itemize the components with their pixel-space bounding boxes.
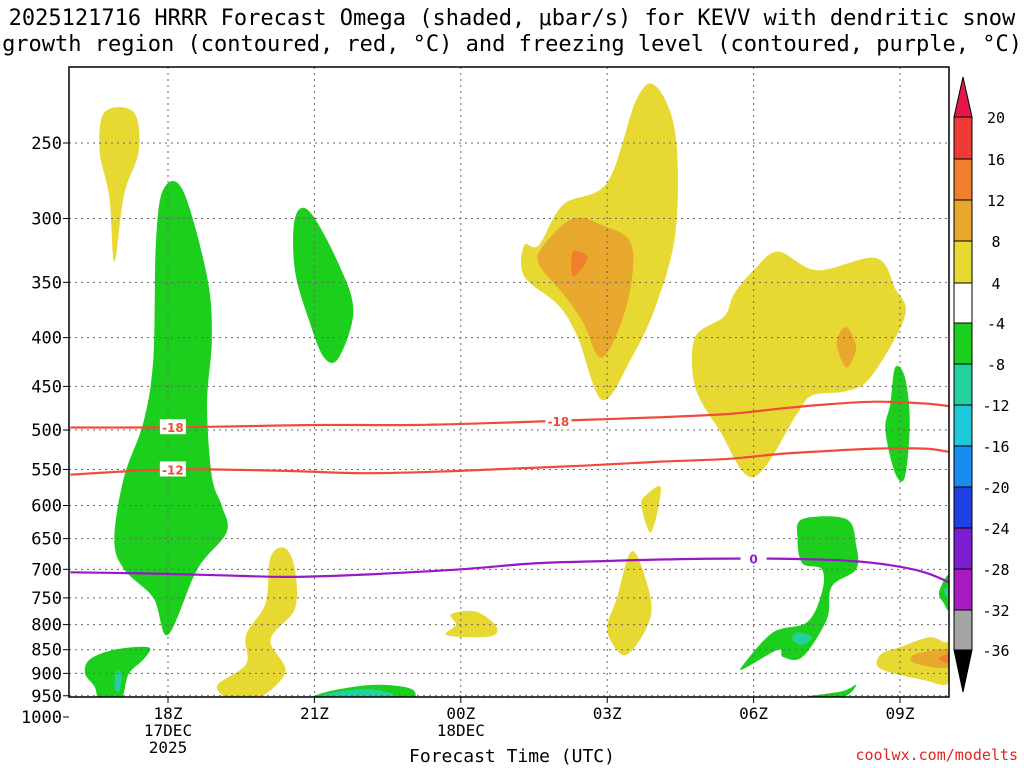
colorbar-top-arrow [953,76,973,118]
omega-region-5 [293,207,354,363]
contour-label-1: -18 [548,415,570,429]
colorbar-segment-9 [953,486,973,529]
colorbar-segment-11 [953,568,973,611]
omega-region-22 [114,670,122,692]
colorbar-label-4: 4 [991,275,1000,293]
contour-label-bg-1 [545,412,572,428]
y-tick-label-700: 700 [31,560,62,580]
omega-region-24 [318,689,398,697]
x-tick-label-03Z-0: 03Z [593,704,622,723]
colorbar-segment-6 [953,363,973,406]
y-tick-label-750: 750 [31,589,62,609]
y-tick-label-850: 850 [31,641,62,661]
colorbar-label-10: -24 [982,520,1009,538]
colorbar-label-12: -32 [982,602,1009,620]
omega-region-7 [836,327,857,368]
contour-label-2: -12 [162,463,184,477]
x-tick-label-00Z-0: 00Z [446,704,475,723]
colorbar-label-9: -20 [982,479,1009,497]
x-tick-label-18Z-0: 18Z [154,704,183,723]
contour-freezing-0 [70,557,949,584]
colorbar-segment-1 [953,158,973,201]
colorbar-label-11: -28 [982,561,1009,579]
x-tick-label-00Z-1: 18DEC [437,721,485,740]
contour-label-bg-3 [740,550,767,566]
omega-region-20 [943,588,949,601]
omega-region-13 [739,516,859,670]
contour-temperature--18 [70,400,949,429]
omega-region-18 [939,654,949,664]
omega-region-14 [792,632,813,645]
y-tick-label-1000: 1000 [21,708,62,728]
contour-label-bg-0 [159,419,186,435]
colorbar-segment-8 [953,445,973,488]
contour-temperature--12 [70,447,949,476]
omega-region-17 [910,649,949,669]
colorbar-segment-2 [953,199,973,242]
y-tick-label-350: 350 [31,273,62,293]
contour-label-3: 0 [749,553,757,567]
contour-label-bg-2 [159,461,186,477]
y-tick-label-500: 500 [31,421,62,441]
x-tick-label-18Z-2: 2025 [149,738,188,757]
omega-region-12 [641,485,661,533]
y-tick-label-650: 650 [31,530,62,550]
terrain-surface [69,697,949,718]
omega-region-11 [607,550,652,656]
omega-region-9 [216,547,298,697]
site-credit[interactable]: coolwx.com/modelts [855,746,1018,764]
omega-region-15 [802,684,857,697]
omega-region-1 [114,180,228,636]
y-tick-label-400: 400 [31,329,62,349]
colorbar-segment-12 [953,609,973,651]
colorbar-label-2: 12 [987,192,1005,210]
omega-region-0 [99,107,140,262]
x-tick-label-09Z-0: 09Z [886,704,915,723]
y-tick-label-300: 300 [31,209,62,229]
x-tick-label-18Z-1: 17DEC [144,721,192,740]
y-tick-label-550: 550 [31,460,62,480]
x-tick-label-06Z-0: 06Z [739,704,768,723]
colorbar-segment-4 [953,282,973,324]
colorbar-label-0: 20 [987,109,1005,127]
colorbar-segment-7 [953,404,973,447]
colorbar-segment-0 [953,116,973,160]
y-tick-label-800: 800 [31,616,62,636]
omega-region-4 [571,250,588,277]
y-tick-label-450: 450 [31,377,62,397]
chart-title-line2: growth region (contoured, red, °C) and f… [2,32,1022,57]
omega-region-8 [885,365,910,482]
colorbar-segment-5 [953,322,973,365]
colorbar-label-6: -8 [987,356,1005,374]
colorbar-label-13: -36 [982,642,1009,660]
y-tick-label-250: 250 [31,134,62,154]
omega-region-3 [537,217,634,358]
colorbar-bottom-arrow [953,649,973,693]
colorbar-label-5: -4 [987,315,1005,333]
y-tick-label-600: 600 [31,496,62,516]
colorbar-segment-3 [953,240,973,284]
chart-title-line1: 2025121716 HRRR Forecast Omega (shaded, … [8,6,1016,31]
contour-label-0: -18 [162,421,184,435]
colorbar-segment-10 [953,527,973,570]
colorbar-label-7: -12 [982,397,1009,415]
omega-region-10 [445,610,498,638]
y-tick-label-900: 900 [31,664,62,684]
colorbar-label-1: 16 [987,151,1005,169]
colorbar-label-8: -16 [982,438,1009,456]
plot-frame [68,66,950,698]
y-tick-label-950: 950 [31,687,62,707]
x-axis-title: Forecast Time (UTC) [409,746,615,767]
omega-region-6 [691,251,906,478]
x-tick-label-21Z-0: 21Z [300,704,329,723]
colorbar-label-3: 8 [991,233,1000,251]
omega-region-19 [938,574,949,611]
